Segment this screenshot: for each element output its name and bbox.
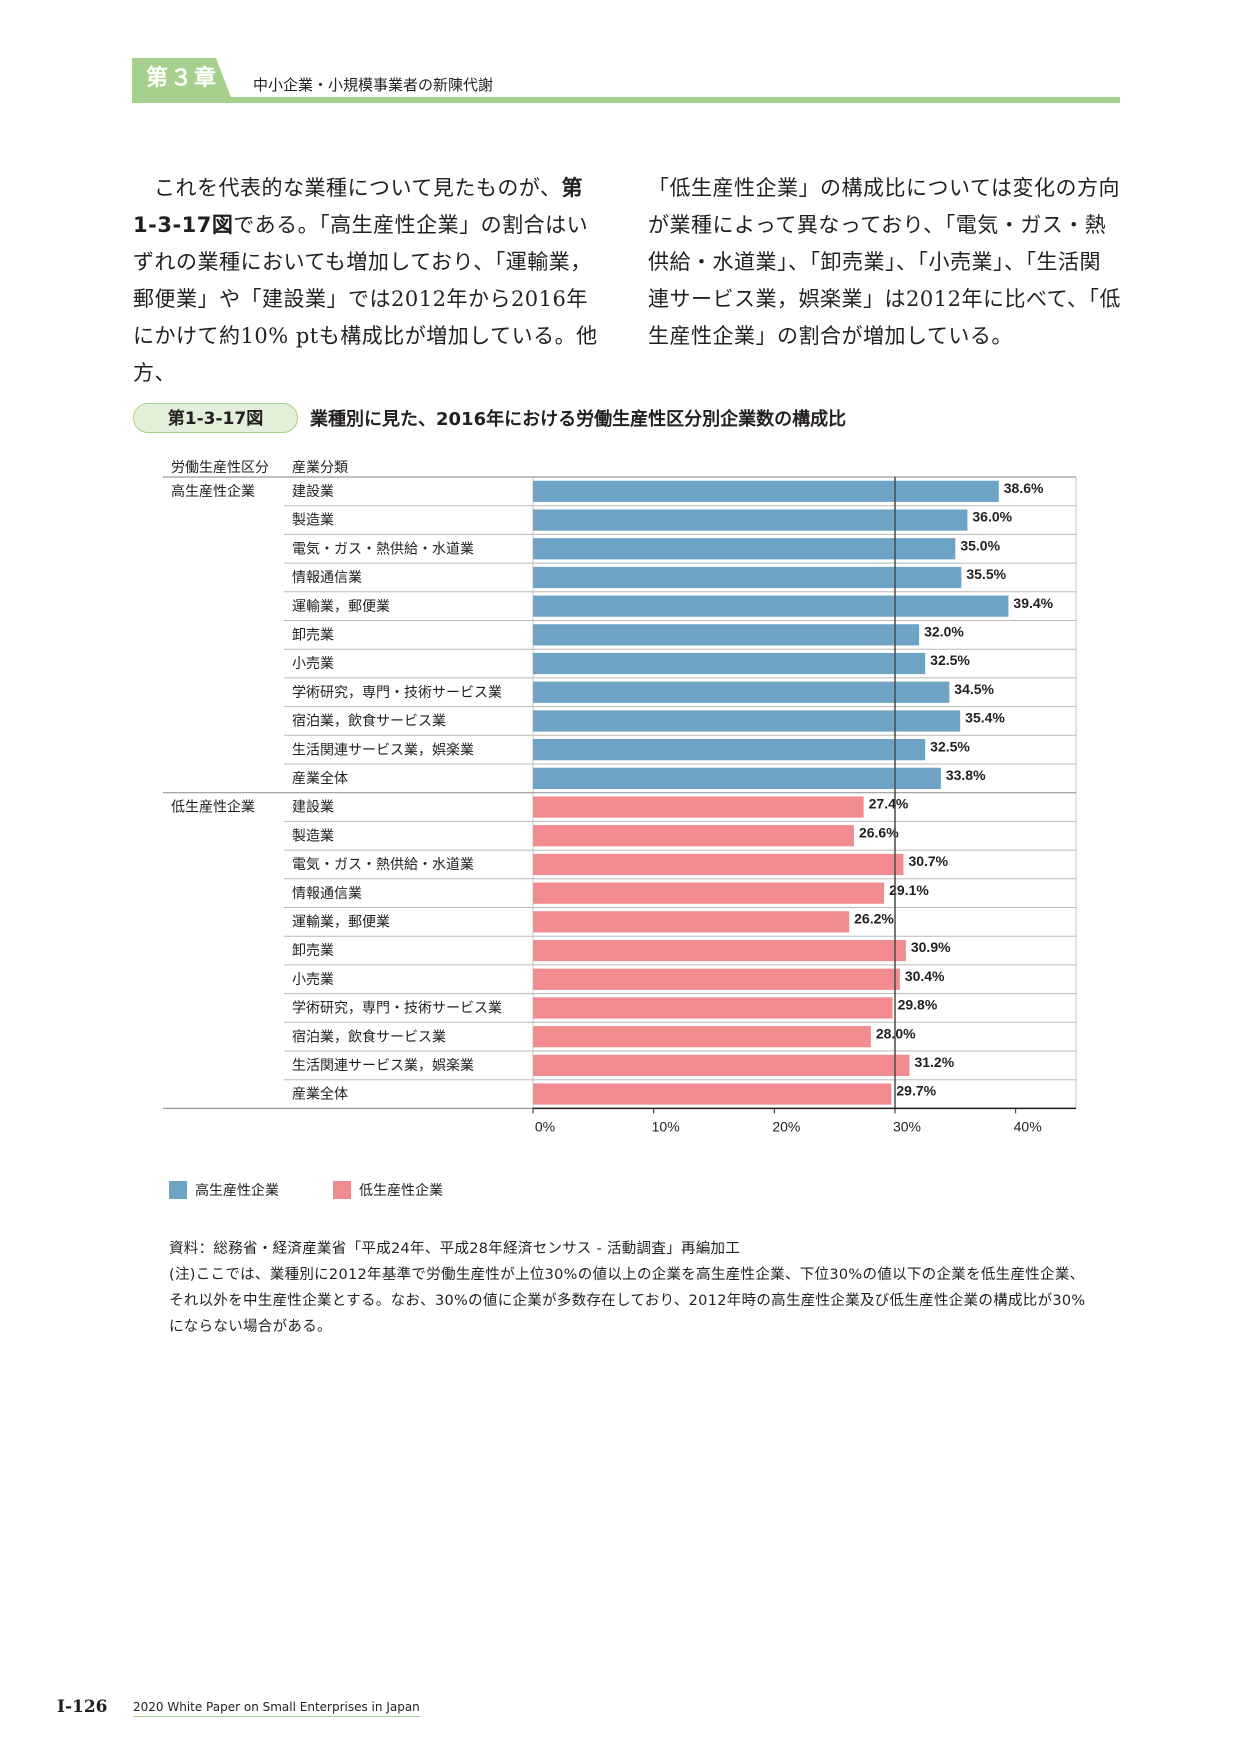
data-label: 32.5% [930,738,970,754]
bar [533,739,926,761]
column-header-class: 労働生産性区分 [171,459,269,475]
category-label: 情報通信業 [292,569,362,585]
data-label: 29.8% [898,997,938,1013]
body-text-left-part3: である。「高生産性企業」の割合はいずれの業種においても増加しており、「運輸業，郵… [133,213,598,385]
category-label: 卸売業 [292,627,334,643]
data-label: 29.1% [889,882,929,898]
legend-swatch-low [333,1181,351,1199]
footer-title: 2020 White Paper on Small Enterprises in… [133,1700,420,1717]
bar [533,538,956,560]
body-text-left: これを代表的な業種について見たものが、第1-3-17図である。「高生産性企業」の… [133,170,607,392]
bar [533,997,893,1019]
x-tick-label: 0% [535,1118,555,1134]
category-label: 電気・ガス・熱供給・水道業 [292,856,474,872]
category-label: 産業全体 [292,1086,348,1102]
category-label: 学術研究，専門・技術サービス業 [292,684,502,700]
bar [533,509,968,531]
x-tick-label: 30% [893,1118,921,1134]
body-text-left-part1: これを代表的な業種について見たものが、 [154,176,562,200]
data-label: 27.4% [869,796,909,812]
x-tick-label: 40% [1014,1118,1042,1134]
data-label: 28.0% [876,1025,916,1041]
category-label: 生活関連サービス業，娯楽業 [292,741,474,757]
bar [533,681,950,703]
note-text: (注)ここでは、業種別に2012年基準で労働生産性が上位30%の値以上の企業を高… [169,1267,1086,1335]
body-text-right: 「低生産性企業」の構成比については変化の方向が業種によって異なっており、「電気・… [648,176,1122,348]
category-label: 情報通信業 [292,885,362,901]
category-label: 産業全体 [292,770,348,786]
data-label: 33.8% [946,767,986,783]
category-label: 卸売業 [292,942,334,958]
bar [533,911,850,933]
figure-title: 業種別に見た、2016年における労働生産性区分別企業数の構成比 [310,409,847,430]
bar [533,480,999,502]
legend-swatch-high [169,1181,187,1199]
category-label: 運輸業，郵便業 [292,914,390,930]
bar [533,1026,871,1048]
category-label: 製造業 [292,512,334,528]
bar [533,882,885,904]
data-label: 30.7% [908,853,948,869]
category-label: 小売業 [292,655,334,671]
group-label: 低生産性企業 [171,799,255,815]
group-label: 高生産性企業 [171,483,255,499]
data-label: 26.2% [854,911,894,927]
figure-reference: 第1-3-17図 [133,176,583,237]
bar [533,796,864,818]
column-header-industry: 産業分類 [292,459,348,475]
legend-label-high: 高生産性企業 [195,1183,279,1199]
data-label: 35.4% [965,710,1005,726]
legend-item-high: 高生産性企業 [169,1180,279,1200]
x-tick-label: 10% [652,1118,680,1134]
page-number: I-126 [57,1697,108,1717]
data-label: 32.0% [924,624,964,640]
bar [533,652,926,675]
x-tick-label: 20% [772,1118,800,1134]
data-label: 36.0% [972,509,1012,525]
source-notes: 資料：総務省・経済産業省「平成24年、平成28年経済センサス - 活動調査」再編… [169,1236,1089,1340]
data-label: 31.2% [914,1054,954,1070]
data-label: 26.6% [859,824,899,840]
bar [533,767,941,789]
chapter-title: 中小企業・小規模事業者の新陳代謝 [253,76,494,94]
category-label: 建設業 [292,483,334,499]
bar [533,939,906,962]
category-label: 生活関連サービス業，娯楽業 [292,1057,474,1073]
header-rule [132,97,1120,103]
source-line: 資料：総務省・経済産業省「平成24年、平成28年経済センサス - 活動調査」再編… [169,1241,741,1257]
figure-number-badge: 第1-3-17図 [133,403,298,433]
bar [533,624,920,646]
bar [533,595,1009,617]
category-label: 学術研究，専門・技術サービス業 [292,1000,502,1016]
category-label: 運輸業，郵便業 [292,598,390,614]
data-label: 39.4% [1013,595,1053,611]
data-label: 34.5% [954,681,994,697]
bar [533,968,900,990]
bar [533,1054,910,1076]
data-label: 29.7% [896,1083,936,1099]
category-label: 製造業 [292,827,334,843]
chapter-tab: 第３章 [132,58,232,100]
data-label: 35.5% [966,566,1006,582]
category-label: 電気・ガス・熱供給・水道業 [292,540,474,556]
category-label: 小売業 [292,971,334,987]
bar [533,566,962,589]
bar [533,1083,892,1105]
legend-item-low: 低生産性企業 [333,1180,443,1200]
data-label: 38.6% [1004,480,1044,496]
category-label: 宿泊業，飲食サービス業 [292,1028,446,1044]
category-label: 建設業 [292,799,334,815]
legend-label-low: 低生産性企業 [359,1183,443,1199]
category-label: 宿泊業，飲食サービス業 [292,713,446,729]
data-label: 32.5% [930,652,970,668]
data-label: 30.4% [905,968,945,984]
bar [533,853,904,876]
bar [533,710,961,732]
data-label: 35.0% [960,537,1000,553]
data-label: 30.9% [911,939,951,955]
bar [533,825,854,847]
